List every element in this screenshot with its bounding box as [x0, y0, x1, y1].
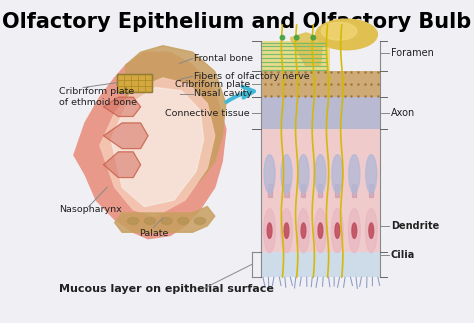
Ellipse shape	[349, 155, 360, 193]
Text: Axon: Axon	[391, 108, 415, 118]
Text: Frontal bone: Frontal bone	[194, 54, 254, 63]
Polygon shape	[103, 97, 141, 117]
Polygon shape	[111, 88, 204, 206]
Ellipse shape	[280, 36, 285, 40]
Ellipse shape	[301, 223, 306, 238]
Text: Cribriform plate
of ethmoid bone: Cribriform plate of ethmoid bone	[59, 87, 137, 107]
Text: Connective tissue: Connective tissue	[165, 109, 250, 118]
Bar	[261, 97, 380, 129]
Ellipse shape	[314, 209, 326, 253]
Polygon shape	[284, 184, 289, 197]
Ellipse shape	[298, 209, 310, 253]
Polygon shape	[74, 52, 226, 239]
Bar	[117, 74, 152, 92]
Polygon shape	[319, 184, 322, 197]
Text: Mucous layer on epithelial surface: Mucous layer on epithelial surface	[59, 284, 274, 294]
Ellipse shape	[315, 155, 326, 193]
Polygon shape	[103, 123, 148, 149]
Ellipse shape	[281, 209, 292, 253]
Ellipse shape	[335, 223, 340, 238]
Bar	[261, 71, 380, 97]
Polygon shape	[100, 78, 215, 216]
Polygon shape	[335, 184, 339, 197]
Polygon shape	[126, 46, 226, 194]
Polygon shape	[115, 206, 215, 232]
Text: Olfactory Epithelium and Olfactory Bulb: Olfactory Epithelium and Olfactory Bulb	[2, 12, 472, 32]
Ellipse shape	[294, 36, 299, 40]
Ellipse shape	[332, 155, 343, 193]
Bar	[261, 41, 330, 71]
Text: Dendrite: Dendrite	[391, 221, 439, 231]
Ellipse shape	[331, 209, 343, 253]
Ellipse shape	[311, 36, 316, 40]
Ellipse shape	[316, 19, 377, 50]
Text: Cilia: Cilia	[391, 250, 415, 260]
Ellipse shape	[318, 223, 323, 238]
Text: Fibers of olfactory nerve: Fibers of olfactory nerve	[194, 72, 310, 81]
Ellipse shape	[365, 209, 377, 253]
Bar	[261, 252, 380, 277]
Ellipse shape	[267, 223, 272, 238]
Text: Nasopharynx: Nasopharynx	[59, 205, 122, 214]
Polygon shape	[369, 184, 374, 197]
Polygon shape	[352, 184, 356, 197]
Ellipse shape	[348, 209, 360, 253]
Ellipse shape	[284, 223, 289, 238]
Text: Foramen: Foramen	[391, 48, 434, 58]
Ellipse shape	[321, 22, 357, 40]
Ellipse shape	[352, 223, 356, 238]
Polygon shape	[267, 184, 272, 197]
Ellipse shape	[144, 217, 155, 224]
Ellipse shape	[366, 155, 377, 193]
Polygon shape	[103, 152, 141, 178]
Text: Cribriform plate: Cribriform plate	[175, 80, 250, 89]
Ellipse shape	[369, 223, 374, 238]
Ellipse shape	[194, 217, 206, 224]
Ellipse shape	[264, 155, 275, 193]
Ellipse shape	[264, 209, 275, 253]
Polygon shape	[291, 33, 323, 67]
Ellipse shape	[178, 217, 189, 224]
Ellipse shape	[298, 155, 309, 193]
Ellipse shape	[281, 155, 292, 193]
Text: Nasal cavity: Nasal cavity	[194, 89, 253, 99]
Polygon shape	[301, 184, 306, 197]
Ellipse shape	[128, 217, 139, 224]
Bar	[261, 129, 380, 252]
Ellipse shape	[161, 217, 172, 224]
Text: Palate: Palate	[139, 229, 168, 238]
